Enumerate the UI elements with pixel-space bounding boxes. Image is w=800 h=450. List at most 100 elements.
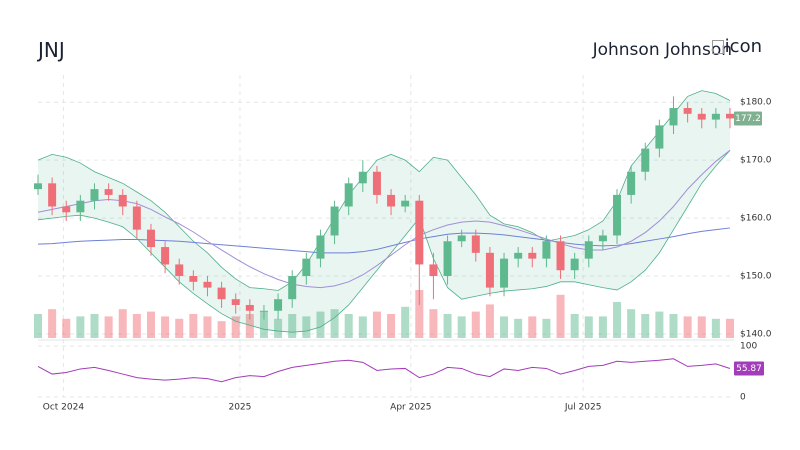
volume-bar bbox=[697, 316, 706, 338]
candle-body bbox=[613, 194, 622, 236]
volume-bar bbox=[189, 314, 198, 338]
candle-body bbox=[203, 281, 212, 288]
candle-body bbox=[288, 276, 297, 300]
candle-body bbox=[34, 183, 42, 190]
volume-bar bbox=[726, 318, 734, 338]
candle-body bbox=[429, 264, 438, 277]
candle-body bbox=[627, 171, 636, 195]
volume-bar bbox=[457, 316, 466, 338]
candle-body bbox=[387, 194, 396, 207]
candle-body bbox=[500, 258, 509, 288]
candle-body bbox=[697, 113, 706, 120]
volume-bar bbox=[415, 290, 424, 338]
rsi-label: 55.87 bbox=[736, 364, 762, 374]
volume-bar bbox=[62, 318, 71, 338]
volume-bar bbox=[613, 302, 622, 338]
candle-body bbox=[415, 200, 424, 265]
candle-body bbox=[146, 229, 155, 248]
candle-body bbox=[457, 235, 466, 242]
volume-bar bbox=[683, 316, 692, 338]
volume-bar bbox=[316, 311, 325, 338]
candle-body bbox=[245, 304, 254, 311]
candle-body bbox=[726, 113, 734, 119]
volume-bar bbox=[443, 314, 452, 338]
y-tick-label: $150.0 bbox=[740, 272, 772, 282]
candle-body bbox=[48, 183, 57, 207]
volume-bar bbox=[34, 314, 42, 338]
candle-body bbox=[514, 252, 523, 259]
volume-bar bbox=[48, 309, 57, 338]
rsi-tick-label: 0 bbox=[740, 393, 746, 403]
price-label: 177.2 bbox=[735, 114, 761, 124]
candle-body bbox=[598, 235, 607, 242]
candle-body bbox=[175, 264, 184, 277]
candle-body bbox=[302, 258, 311, 277]
candle-body bbox=[528, 252, 537, 259]
candle-body bbox=[62, 206, 71, 213]
volume-bar bbox=[274, 318, 283, 338]
volume-bar bbox=[231, 316, 240, 338]
price-label-box bbox=[734, 111, 762, 126]
volume-bar bbox=[711, 318, 720, 338]
volume-bar bbox=[584, 316, 593, 338]
volume-bar bbox=[302, 316, 311, 338]
candle-body bbox=[274, 299, 283, 311]
candle-body bbox=[641, 148, 650, 172]
volume-bar bbox=[655, 311, 664, 338]
candle-body bbox=[711, 113, 720, 120]
volume-bar bbox=[669, 314, 678, 338]
candle-body bbox=[90, 189, 99, 201]
x-tick-label: Apr 2025 bbox=[390, 403, 431, 413]
candle-body bbox=[231, 299, 240, 305]
volume-bar bbox=[387, 314, 396, 338]
volume-bar bbox=[429, 309, 438, 338]
volume-bar bbox=[485, 304, 494, 338]
volume-bar bbox=[570, 314, 579, 338]
candle-body bbox=[217, 287, 226, 300]
candle-body bbox=[556, 241, 565, 271]
candle-body bbox=[118, 194, 127, 207]
broken-image bbox=[711, 39, 724, 54]
volume-bar bbox=[217, 321, 226, 338]
logo-alt: icon bbox=[724, 36, 762, 57]
candle-body bbox=[330, 206, 339, 236]
y-tick-label: $170.0 bbox=[740, 156, 772, 166]
symbol: JNJ bbox=[38, 38, 65, 62]
volume-bar bbox=[556, 294, 565, 338]
candle-body bbox=[542, 241, 551, 259]
volume-bar bbox=[203, 316, 212, 338]
candle-body bbox=[584, 241, 593, 259]
x-tick-label: Jul 2025 bbox=[564, 403, 602, 413]
volume-bar bbox=[330, 309, 339, 338]
volume-bar bbox=[471, 311, 480, 338]
y-tick-label: $160.0 bbox=[740, 214, 772, 224]
candle-body bbox=[570, 258, 579, 271]
candle-body bbox=[358, 171, 367, 184]
volume-bar bbox=[104, 316, 113, 338]
volume-bar bbox=[641, 314, 650, 338]
volume-bar bbox=[344, 314, 353, 338]
volume-bar bbox=[245, 314, 254, 338]
candle-body bbox=[316, 235, 325, 259]
candle-body bbox=[259, 310, 268, 312]
candle-body bbox=[132, 206, 141, 230]
band-fill bbox=[38, 90, 730, 333]
volume-bar bbox=[514, 318, 523, 338]
volume-bar bbox=[132, 314, 141, 338]
volume-bar bbox=[161, 316, 170, 338]
company-name: Johnson Johnson bbox=[592, 40, 732, 60]
volume-bar bbox=[259, 311, 268, 338]
candle-body bbox=[189, 276, 198, 282]
moving-average bbox=[37, 149, 731, 289]
volume-bar bbox=[358, 316, 367, 338]
volume-bar bbox=[76, 316, 85, 338]
rsi-label-box bbox=[734, 361, 764, 376]
candle-body bbox=[344, 183, 353, 207]
volume-bar bbox=[401, 306, 410, 338]
volume-bar bbox=[372, 311, 381, 338]
candle-body bbox=[104, 189, 113, 195]
candle-body bbox=[372, 171, 381, 195]
x-tick-label: Oct 2024 bbox=[43, 403, 85, 413]
